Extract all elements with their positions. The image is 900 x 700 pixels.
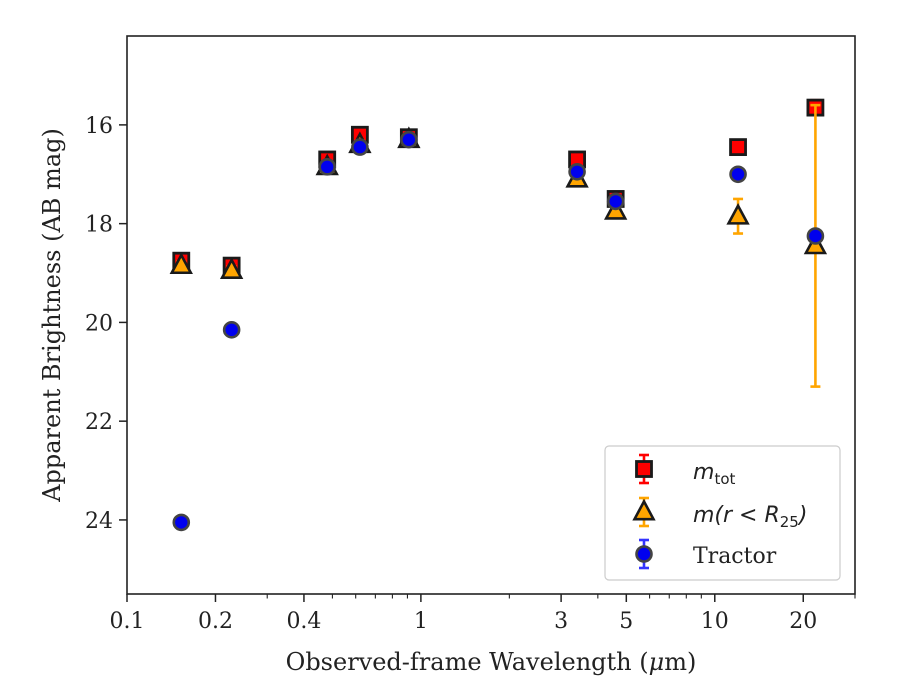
y-tick-label: 16 — [85, 114, 113, 139]
point-tractor — [806, 227, 825, 245]
point-mr25 — [726, 202, 750, 225]
point-tractor — [729, 165, 747, 184]
x-tick-label: 0.2 — [198, 609, 233, 634]
y-tick-label: 20 — [85, 311, 113, 336]
point-tractor — [222, 321, 241, 339]
data-marks — [169, 98, 828, 532]
point-mtot — [729, 138, 747, 157]
legend-marker-mr25 — [632, 498, 656, 521]
x-tick-label: 0.4 — [286, 609, 321, 634]
x-axis-label: Observed-frame Wavelength (μm) — [286, 648, 697, 676]
point-tractor — [400, 130, 418, 149]
point-mr25 — [169, 252, 193, 275]
point-tractor — [172, 513, 191, 532]
x-axis-label-mu: μ — [649, 648, 665, 676]
legend-marker-mtot — [635, 460, 653, 478]
legend-keys — [632, 453, 656, 570]
x-tick-label: 3 — [554, 609, 568, 634]
point-tractor — [568, 162, 586, 181]
legend-marker-tractor — [635, 545, 653, 563]
point-tractor — [606, 192, 625, 211]
y-tick-label: 22 — [85, 410, 113, 435]
x-tick-label: 10 — [701, 609, 729, 634]
point-tractor — [351, 138, 369, 156]
legend: mtot m(r < R25) Tractor — [604, 445, 841, 581]
y-tick-label: 18 — [85, 213, 113, 238]
legend-entry-tractor: Tractor — [693, 544, 777, 569]
x-tick-label: 1 — [414, 609, 428, 634]
x-axis-ticks: 0.1 0.2 0.4 1 3 5 10 20 — [110, 594, 856, 634]
y-tick-label: 24 — [85, 509, 113, 534]
x-tick-label: 0.1 — [110, 609, 145, 634]
y-axis-label: Apparent Brightness (AB mag) — [38, 128, 66, 503]
legend-entry-mtot: mtot — [693, 460, 735, 488]
legend-frame — [604, 445, 841, 581]
point-tractor — [318, 158, 337, 176]
x-tick-label: 20 — [789, 609, 817, 634]
point-mr25 — [219, 257, 244, 279]
legend-entry-mr25: m(r < R25) — [693, 503, 807, 531]
x-tick-label: 5 — [619, 609, 633, 634]
series-tractor — [172, 130, 825, 532]
y-axis-ticks: 16 18 20 22 24 — [85, 114, 127, 534]
